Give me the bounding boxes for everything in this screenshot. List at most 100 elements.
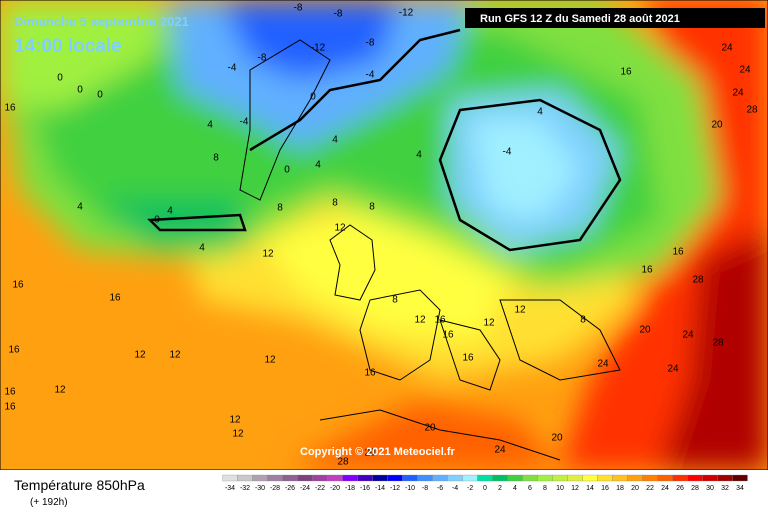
colorbar-swatch (537, 474, 553, 482)
colorbar-swatch (342, 474, 358, 482)
colorbar-label: 0 (483, 485, 487, 492)
isotherm-zero (147, 28, 622, 252)
colorbar-swatch (582, 474, 598, 482)
contour-label: 0 (284, 165, 290, 176)
colorbar-swatch (447, 474, 463, 482)
contour-label: 28 (692, 275, 704, 286)
colorbar-label: 4 (513, 485, 517, 492)
colorbar-label: 28 (691, 485, 699, 492)
contour-label: 0 (77, 85, 83, 96)
contour-label: 16 (620, 67, 632, 78)
contour-label: 12 (229, 415, 241, 426)
colorbar-swatch (477, 474, 493, 482)
colorbar-label: -4 (452, 485, 458, 492)
contour-label: 12 (264, 355, 276, 366)
contour-label: 20 (711, 120, 723, 131)
colorbar-label: -6 (437, 485, 443, 492)
colorbar-swatch (552, 474, 568, 482)
colorbar-label: 10 (556, 485, 564, 492)
colorbar-label: 2 (498, 485, 502, 492)
colorbar-label: -32 (240, 485, 250, 492)
colorbar-swatch (357, 474, 373, 482)
contour-label: 12 (414, 315, 426, 326)
contour-label: 28 (712, 338, 724, 349)
colorbar-swatch (657, 474, 673, 482)
contour-label: 8 (392, 295, 398, 306)
colorbar-swatch (327, 474, 343, 482)
run-banner (465, 8, 765, 28)
contour-label: 16 (12, 280, 24, 291)
contour-label: -4 (366, 70, 375, 81)
contour-label: 0 (97, 90, 103, 101)
contour-label: 4 (207, 120, 213, 131)
contour-label: 24 (721, 43, 733, 54)
colorbar-label: -22 (315, 485, 325, 492)
variable-name: Température 850hPa (14, 477, 145, 493)
colorbar-swatch (267, 474, 283, 482)
colorbar-label: 14 (586, 485, 594, 492)
contour-label: 16 (672, 247, 684, 258)
contour-label: 0 (154, 215, 160, 226)
colorbar-label: 24 (661, 485, 669, 492)
contour-label: 16 (109, 293, 121, 304)
colorbar-swatch (312, 474, 328, 482)
contour-label: 12 (232, 429, 244, 440)
colorbar-swatch (507, 474, 523, 482)
map-title: Dimanche 5 septembre 2021 (14, 14, 189, 29)
colorbar-label: 12 (571, 485, 579, 492)
colorbar-swatch (252, 474, 268, 482)
colorbar-label: -18 (345, 485, 355, 492)
contour-label: 24 (739, 65, 751, 76)
contour-label: 24 (682, 330, 694, 341)
contour-label: 12 (483, 318, 495, 329)
contour-label: -12 (399, 8, 414, 19)
colorbar-label: 22 (646, 485, 654, 492)
contour-label: 0 (310, 92, 316, 103)
colorbar-swatch (372, 474, 388, 482)
contour-label: 16 (8, 345, 20, 356)
contour-label: 4 (416, 150, 422, 161)
contour-label: 12 (54, 385, 66, 396)
contour-label: 8 (277, 203, 283, 214)
colorbar-label: 8 (543, 485, 547, 492)
colorbar-label: 6 (528, 485, 532, 492)
colorbar-swatch (432, 474, 448, 482)
colorbar: -34 -32 -30 -28 -26 -24 -22 -20 -18 -16 -14 -12 -10-… (222, 474, 748, 492)
contour-label: -4 (240, 117, 249, 128)
contour-label: 16 (641, 265, 653, 276)
run-info: Run GFS 12 Z du Samedi 28 août 2021 (480, 13, 680, 25)
colorbar-swatch (417, 474, 433, 482)
colorbar-swatch (402, 474, 418, 482)
colorbar-label: -2 (467, 485, 473, 492)
contour-label: 4 (537, 107, 543, 118)
contour-label: 20 (364, 448, 376, 459)
contour-label: 8 (580, 315, 586, 326)
colorbar-label: -20 (330, 485, 340, 492)
contour-label: 4 (77, 202, 83, 213)
contour-label: 16 (4, 103, 16, 114)
contour-label: 20 (639, 325, 651, 336)
colorbar-swatch (732, 474, 748, 482)
colorbar-swatch (642, 474, 658, 482)
colorbar-label: -28 (270, 485, 280, 492)
colorbar-swatch (237, 474, 253, 482)
contour-label: 4 (167, 206, 173, 217)
temperature-field (0, 0, 768, 470)
colorbar-swatch (492, 474, 508, 482)
colorbar-swatch (387, 474, 403, 482)
colorbar-swatch (687, 474, 703, 482)
contour-label: 20 (551, 433, 563, 444)
colorbar-swatch (717, 474, 733, 482)
contour-label: 24 (494, 445, 506, 456)
coastlines (239, 39, 621, 461)
contour-label: 12 (169, 350, 181, 361)
colorbar-label: 26 (676, 485, 684, 492)
contour-label: 24 (597, 359, 609, 370)
contour-label: 4 (315, 160, 321, 171)
contour-label: 12 (334, 223, 346, 234)
colorbar-label: 34 (736, 485, 744, 492)
colorbar-label: 20 (631, 485, 639, 492)
colorbar-swatch (627, 474, 643, 482)
